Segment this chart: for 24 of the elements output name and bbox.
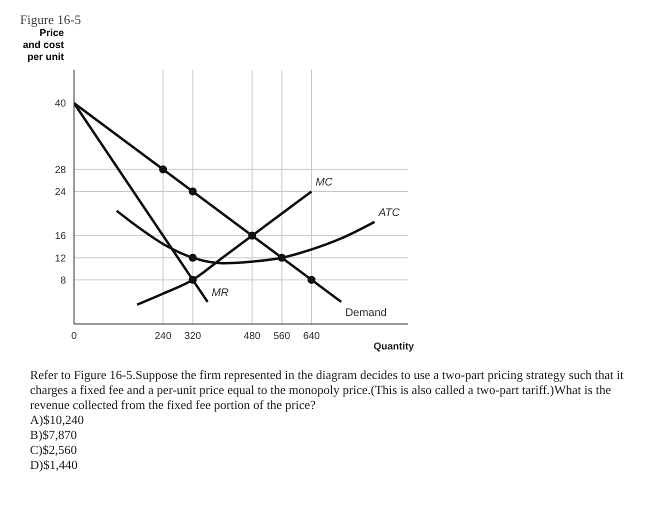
x-tick-label: 240	[154, 331, 172, 342]
series-label: MC	[316, 176, 333, 188]
y-axis-title: Price and cost per unit	[22, 28, 64, 64]
text: D)$1,440	[30, 458, 79, 473]
y-tick-label: 8	[60, 275, 66, 286]
text: B)$7,870	[30, 428, 78, 443]
chart-title: Figure 16-5	[20, 12, 82, 28]
x-tick-label: 320	[184, 331, 202, 342]
y-tick-label: 24	[54, 187, 66, 198]
x-tick-label: 640	[303, 331, 320, 342]
x-tick-label: 480	[244, 331, 261, 342]
y-tick-label: 16	[54, 231, 66, 242]
x-tick-label: 0	[71, 331, 78, 342]
y-tick-label: 12	[54, 253, 66, 264]
text: C)$2,560	[30, 443, 78, 458]
text: A)$10,240	[30, 413, 85, 428]
text: Refer to Figure 16-5.Suppose the firm represented in the diagram decides to use a two-part pricing strategy such that it charges a fixed fee and a per-unit price equal to the monopoly price.(This is also called a two-part tariff.)What is the revenue collected from the fixed fee portion of the price?	[30, 368, 625, 413]
series-label: MR	[212, 286, 229, 299]
y-tick-label: 28	[54, 164, 66, 176]
y-tick-label: 40	[54, 98, 66, 110]
series-label: ATC	[378, 206, 400, 219]
x-axis-title: Quantity	[373, 342, 414, 353]
series-label: Demand	[345, 306, 387, 319]
x-tick-label: 560	[273, 331, 291, 342]
